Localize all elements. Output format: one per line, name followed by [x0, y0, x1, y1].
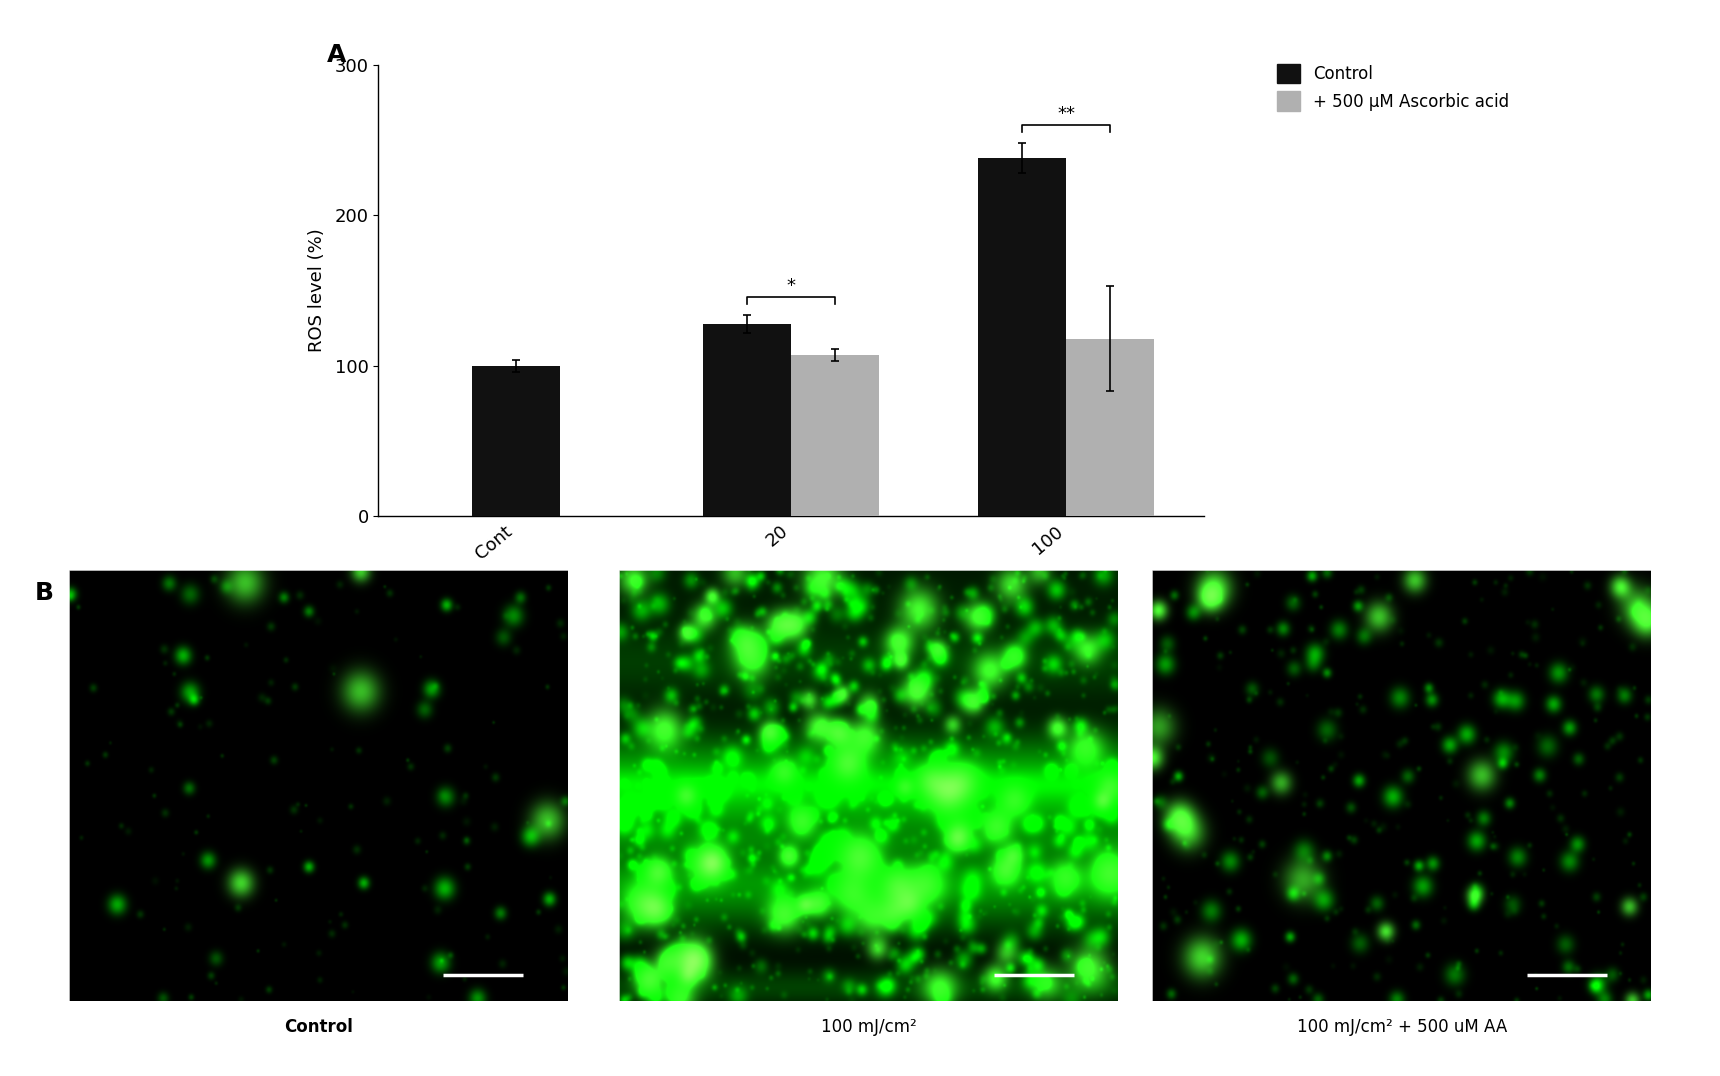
Legend: Control, + 500 μM Ascorbic acid: Control, + 500 μM Ascorbic acid — [1276, 63, 1510, 111]
Text: A: A — [327, 43, 346, 67]
Bar — [703, 324, 791, 516]
Bar — [1066, 339, 1154, 516]
Text: B: B — [34, 581, 53, 605]
Text: Control: Control — [284, 1018, 353, 1036]
Text: 100 mJ/cm²: 100 mJ/cm² — [820, 1018, 917, 1036]
Bar — [471, 366, 561, 516]
Bar — [791, 355, 879, 516]
Text: *: * — [786, 277, 796, 295]
Text: 100 mJ/cm² + 500 uM AA: 100 mJ/cm² + 500 uM AA — [1297, 1018, 1507, 1036]
X-axis label: UV radiation (mJ/cm²): UV radiation (mJ/cm²) — [683, 574, 900, 592]
Bar — [979, 158, 1066, 516]
Text: **: ** — [1058, 105, 1075, 124]
Y-axis label: ROS level (%): ROS level (%) — [308, 228, 327, 353]
